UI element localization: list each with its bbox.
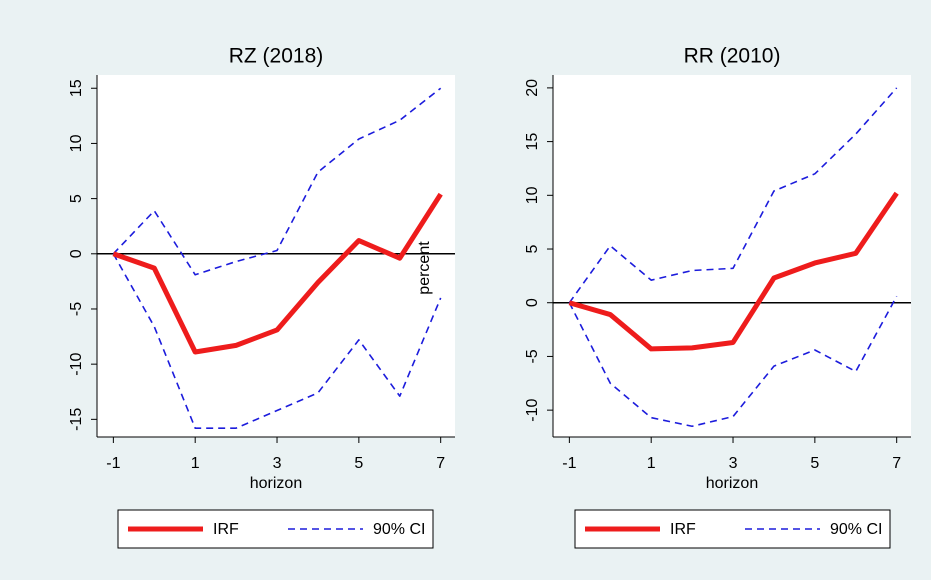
x-tick-label: 7 <box>436 455 445 472</box>
y-tick-label: 0 <box>524 298 541 307</box>
y-tick-label: -5 <box>68 302 85 316</box>
series-line <box>112 253 442 429</box>
x-axis-label: horizon <box>706 475 758 492</box>
series-line <box>568 191 899 352</box>
series-line <box>568 295 898 428</box>
chart-title: RR (2010) <box>684 45 781 68</box>
legend-label: 90% CI <box>373 521 425 538</box>
x-tick-label: 5 <box>354 455 363 472</box>
x-tick-label: -1 <box>562 455 576 472</box>
y-tick-label: 20 <box>524 79 541 97</box>
y-axis-label: percent <box>416 241 433 295</box>
y-tick-label: 5 <box>68 194 85 203</box>
y-tick-label: 10 <box>68 134 85 152</box>
y-tick-label: -10 <box>524 398 541 421</box>
x-tick-label: 1 <box>647 455 656 472</box>
x-axis-label: horizon <box>250 475 302 492</box>
legend-label: 90% CI <box>830 521 882 538</box>
plot-area <box>553 75 911 437</box>
legend-label: IRF <box>213 521 239 538</box>
x-tick-label: 5 <box>810 455 819 472</box>
x-tick-label: 3 <box>273 455 282 472</box>
x-tick-label: 3 <box>729 455 738 472</box>
y-tick-label: -5 <box>524 349 541 363</box>
chart-title: RZ (2018) <box>229 45 324 68</box>
y-tick-label: 15 <box>68 79 85 97</box>
y-tick-label: 0 <box>68 249 85 258</box>
x-tick-label: 1 <box>191 455 200 472</box>
legend-label: IRF <box>670 521 696 538</box>
x-tick-label: 7 <box>892 455 901 472</box>
series-line <box>568 87 898 304</box>
y-tick-label: 5 <box>524 244 541 253</box>
y-tick-label: 10 <box>524 186 541 204</box>
y-tick-label: -15 <box>68 408 85 431</box>
series-line <box>112 192 443 355</box>
y-tick-label: -10 <box>68 352 85 375</box>
series-line <box>112 87 442 276</box>
y-tick-label: 15 <box>524 133 541 151</box>
x-tick-label: -1 <box>106 455 120 472</box>
